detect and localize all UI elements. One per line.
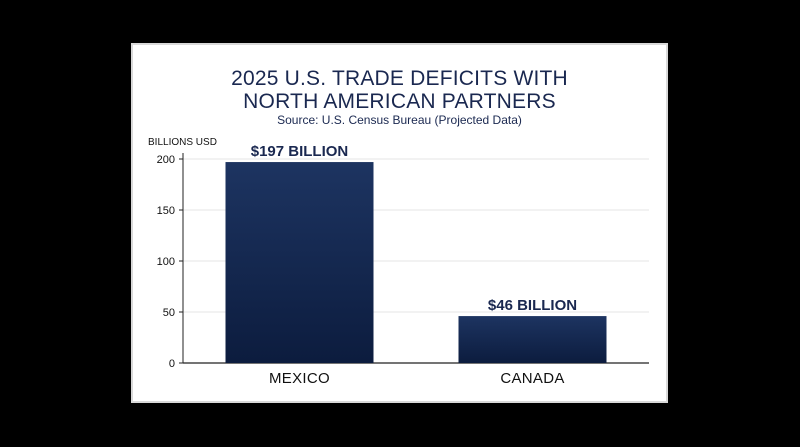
category-label-mexico: MEXICO [269, 370, 330, 387]
data-label-canada: $46 BILLION [488, 297, 577, 314]
y-tick-label: 0 [169, 358, 175, 370]
y-axis-label: BILLIONS USD [148, 137, 217, 148]
y-tick-label: 50 [163, 307, 175, 319]
y-tick-label: 200 [157, 154, 175, 166]
chart-subtitle: Source: U.S. Census Bureau (Projected Da… [277, 113, 522, 127]
chart-title-line-1: 2025 U.S. TRADE DEFICITS WITH [231, 67, 568, 90]
y-tick-label: 150 [157, 205, 175, 217]
category-label-canada: CANADA [500, 370, 564, 387]
bar-mexico [225, 162, 374, 363]
data-label-mexico: $197 BILLION [251, 143, 349, 160]
bar-chart: BILLIONS USD 0 50 100 150 200 $197 BILLION MEX… [148, 137, 649, 387]
bar-canada [458, 316, 607, 363]
chart-card: 2025 U.S. TRADE DEFICITS WITH NORTH AMER… [131, 43, 668, 403]
y-tick-label: 100 [157, 256, 175, 268]
chart-title-line-2: NORTH AMERICAN PARTNERS [243, 90, 556, 113]
